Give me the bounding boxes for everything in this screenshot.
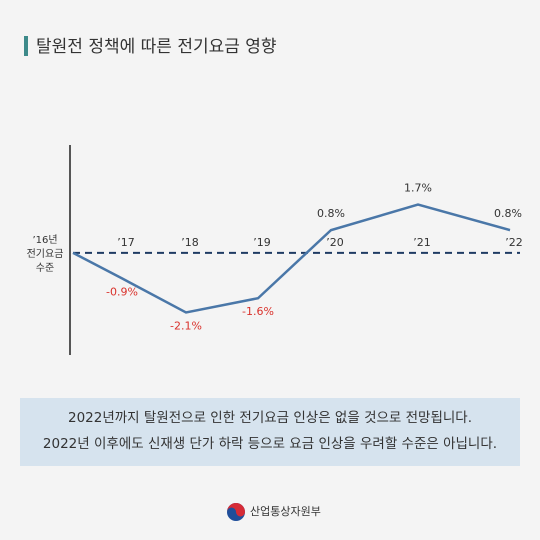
x-tick-label: ’22 (505, 236, 523, 249)
value-label: -0.9% (106, 285, 138, 298)
x-tick-label: ’17 (117, 236, 135, 249)
value-label: 1.7% (404, 182, 432, 195)
value-label: -2.1% (170, 319, 202, 332)
x-tick-label: ’19 (253, 236, 271, 249)
value-label: -1.6% (242, 305, 274, 318)
ministry-name: 산업통상자원부 (250, 505, 321, 518)
x-tick-label-line: 전기요금 (27, 248, 64, 260)
note-box (20, 398, 520, 466)
value-label: 0.8% (494, 207, 522, 220)
x-tick-label: ’20 (326, 236, 344, 249)
logo-red (227, 503, 245, 517)
logo (227, 503, 245, 521)
line (72, 203, 511, 314)
x-tick-label: ’18 (181, 236, 199, 249)
note-line: 2022년까지 탈원전으로 인한 전기요금 인상은 없을 것으로 전망됩니다. (68, 410, 472, 426)
chart-title: 탈원전 정책에 따른 전기요금 영향 (36, 37, 277, 57)
x-tick-label-line: ’16년 (32, 234, 57, 246)
x-tick-label: ’21 (413, 236, 431, 249)
x-tick-label-line: 수준 (36, 262, 54, 274)
value-label: 0.8% (317, 207, 345, 220)
note-line: 2022년 이후에도 신재생 단가 하락 등으로 요금 인상을 우려할 수준은 … (43, 436, 497, 452)
title-bar (24, 36, 28, 56)
